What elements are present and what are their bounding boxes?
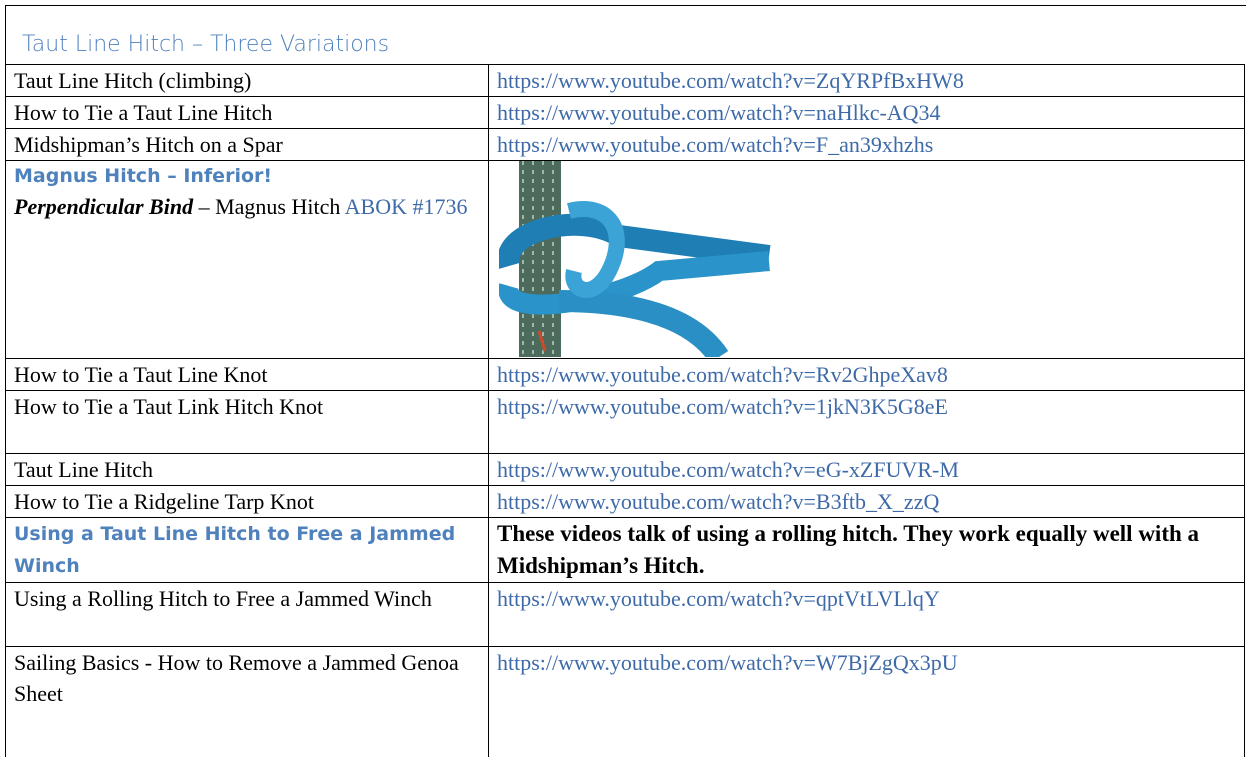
cell: These videos talk of using a rolling hit… [488, 517, 1245, 583]
cell: https://www.youtube.com/watch?v=eG-xZFUV… [488, 453, 1245, 486]
link[interactable]: https://www.youtube.com/watch?v=Rv2GhpeX… [497, 362, 948, 387]
cell: Sailing Basics - How to Remove a Jammed … [5, 646, 489, 757]
cell: https://www.youtube.com/watch?v=ZqYRPfBx… [488, 64, 1245, 97]
link[interactable]: https://www.youtube.com/watch?v=W7BjZgQx… [497, 650, 958, 675]
cell: https://www.youtube.com/watch?v=1jkN3K5G… [488, 390, 1245, 454]
text: – Magnus Hitch [198, 194, 341, 219]
cell: How to Tie a Ridgeline Tarp Knot [5, 485, 489, 518]
link[interactable]: https://www.youtube.com/watch?v=qptVtLVL… [497, 586, 940, 611]
cell: Using a Taut Line Hitch to Free a Jammed… [5, 517, 489, 583]
row: How to Tie a Ridgeline Tarp Knot https://… [5, 485, 1245, 518]
row: Using a Rolling Hitch to Free a Jammed W… [5, 582, 1245, 647]
row: Midshipman’s Hitch on a Spar https://www.… [5, 128, 1245, 161]
rope-wrap [565, 201, 625, 298]
cell: https://www.youtube.com/watch?v=qptVtLVL… [488, 582, 1245, 647]
link[interactable]: https://www.youtube.com/watch?v=naHlkc-A… [497, 100, 941, 125]
cell: Taut Line Hitch (climbing) [5, 64, 489, 97]
row: Magnus Hitch – Inferior! Perpendicular Bi… [5, 160, 1245, 359]
link[interactable]: https://www.youtube.com/watch?v=ZqYRPfBx… [497, 68, 964, 93]
term: Perpendicular Bind [14, 194, 194, 219]
cell: https://www.youtube.com/watch?v=F_an39xh… [488, 128, 1245, 161]
row: Taut Line Hitch https://www.youtube.com/w… [5, 453, 1245, 486]
cell: How to Tie a Taut Link Hitch Knot [5, 390, 489, 454]
rope-vertical [519, 161, 561, 357]
cell: Magnus Hitch – Inferior! Perpendicular Bi… [5, 160, 489, 359]
link[interactable]: https://www.youtube.com/watch?v=1jkN3K5G… [497, 394, 948, 419]
cell: https://www.youtube.com/watch?v=W7BjZgQx… [488, 646, 1245, 757]
cell: Using a Rolling Hitch to Free a Jammed W… [5, 582, 489, 647]
heading: Magnus Hitch – Inferior! [14, 165, 273, 187]
cell [488, 160, 1245, 359]
link-table: Taut Line Hitch (climbing) https://www.yo… [5, 64, 1245, 757]
link[interactable]: https://www.youtube.com/watch?v=B3ftb_X_… [497, 489, 940, 514]
cell: https://www.youtube.com/watch?v=Rv2GhpeX… [488, 358, 1245, 391]
cell: Midshipman’s Hitch on a Spar [5, 128, 489, 161]
cell: https://www.youtube.com/watch?v=B3ftb_X_… [488, 485, 1245, 518]
cell: How to Tie a Taut Line Knot [5, 358, 489, 391]
row: How to Tie a Taut Link Hitch Knot https:/… [5, 390, 1245, 454]
cell: Taut Line Hitch [5, 453, 489, 486]
row: Taut Line Hitch (climbing) https://www.yo… [5, 64, 1245, 97]
row: Using a Taut Line Hitch to Free a Jammed… [5, 517, 1245, 583]
row: How to Tie a Taut Line Hitch https://www.… [5, 96, 1245, 129]
link[interactable]: https://www.youtube.com/watch?v=eG-xZFUV… [497, 457, 959, 482]
section-title: Taut Line Hitch – Three Variations [22, 32, 390, 57]
rope-fleck [537, 330, 547, 352]
link[interactable]: https://www.youtube.com/watch?v=F_an39xh… [497, 132, 934, 157]
row: How to Tie a Taut Line Knot https://www.y… [5, 358, 1245, 391]
rope-tail [558, 290, 729, 357]
cell: How to Tie a Taut Line Hitch [5, 96, 489, 129]
cell: https://www.youtube.com/watch?v=naHlkc-A… [488, 96, 1245, 129]
row: Sailing Basics - How to Remove a Jammed … [5, 646, 1245, 757]
link[interactable]: ABOK #1736 [344, 194, 468, 219]
knot-image [499, 161, 771, 357]
